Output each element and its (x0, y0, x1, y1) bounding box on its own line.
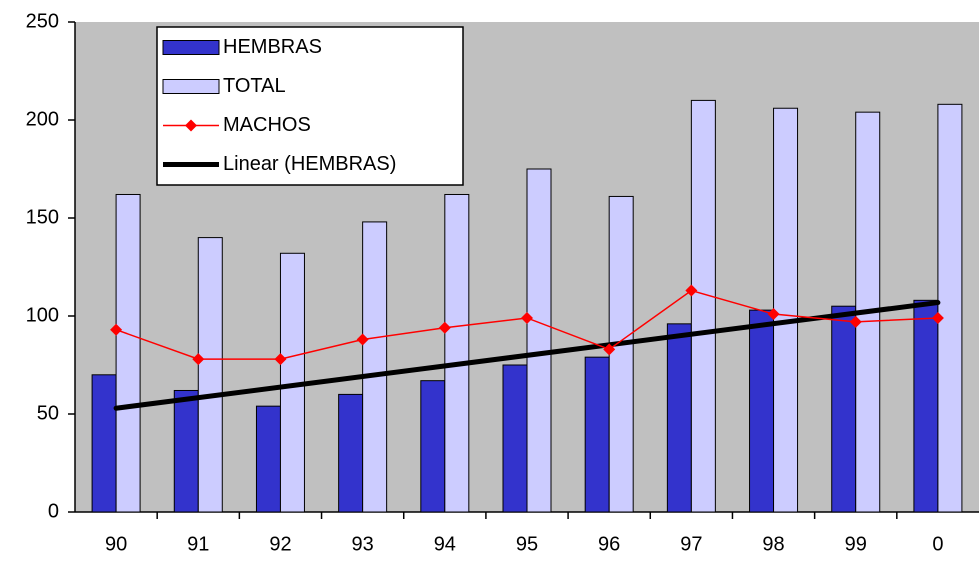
bar (749, 309, 775, 513)
y-tick-label: 250 (26, 10, 59, 32)
x-tick-label: 92 (269, 533, 291, 555)
bar (502, 364, 528, 513)
y-tick-label: 0 (48, 500, 59, 522)
x-tick-label: 93 (352, 533, 374, 555)
legend-label: HEMBRAS (223, 36, 322, 58)
y-tick-label: 50 (37, 402, 59, 424)
marker (521, 311, 533, 324)
legend-key (162, 79, 220, 94)
marker (767, 308, 780, 321)
y-tick-label: 150 (26, 206, 59, 228)
x-tick-label: 95 (516, 533, 538, 555)
x-tick-label: 90 (105, 533, 127, 555)
bar (115, 193, 141, 513)
marker (931, 311, 944, 324)
y-tick-label: 100 (26, 304, 59, 326)
marker (274, 353, 287, 366)
bar (608, 195, 634, 513)
bar (197, 237, 223, 513)
bar (666, 323, 692, 513)
trend-line (113, 300, 941, 411)
bar (831, 305, 857, 513)
bar (913, 299, 939, 513)
legend-marker (185, 119, 197, 132)
x-tick-label: 94 (434, 533, 456, 555)
legend-label: TOTAL (223, 75, 286, 97)
bar (338, 393, 364, 513)
marker (438, 321, 451, 334)
bar (255, 405, 281, 513)
bar (91, 374, 117, 513)
x-tick-label: 96 (598, 533, 620, 555)
x-tick-label: 98 (762, 533, 784, 555)
legend-label: MACHOS (223, 114, 311, 136)
marker (110, 323, 123, 336)
marker (685, 284, 698, 297)
marker (192, 353, 205, 366)
marker (849, 315, 862, 328)
bar (362, 221, 388, 513)
bar (937, 103, 963, 513)
bar (773, 107, 799, 513)
x-tick-label: 99 (845, 533, 867, 555)
x-tick-label: 91 (187, 533, 209, 555)
bar (444, 193, 470, 513)
marker (603, 343, 616, 356)
legend-label: Linear (HEMBRAS) (223, 153, 396, 175)
legend-key (162, 40, 220, 55)
bar (584, 356, 610, 513)
bar (420, 380, 446, 513)
bar (526, 168, 552, 513)
y-tick-label: 200 (26, 108, 59, 130)
marker (356, 333, 369, 346)
bar (173, 389, 199, 513)
x-tick-label: 97 (680, 533, 702, 555)
bar (690, 99, 716, 513)
x-tick-label: 0 (932, 533, 943, 555)
